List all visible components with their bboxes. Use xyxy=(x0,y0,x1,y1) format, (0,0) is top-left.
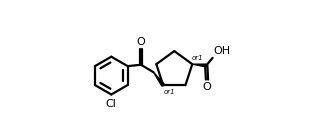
Text: O: O xyxy=(203,82,211,92)
Text: or1: or1 xyxy=(192,55,203,61)
Text: OH: OH xyxy=(213,46,231,56)
Text: or1: or1 xyxy=(164,89,175,95)
Text: Cl: Cl xyxy=(106,99,117,109)
Text: O: O xyxy=(137,37,145,47)
Polygon shape xyxy=(154,72,165,86)
Polygon shape xyxy=(192,64,206,67)
